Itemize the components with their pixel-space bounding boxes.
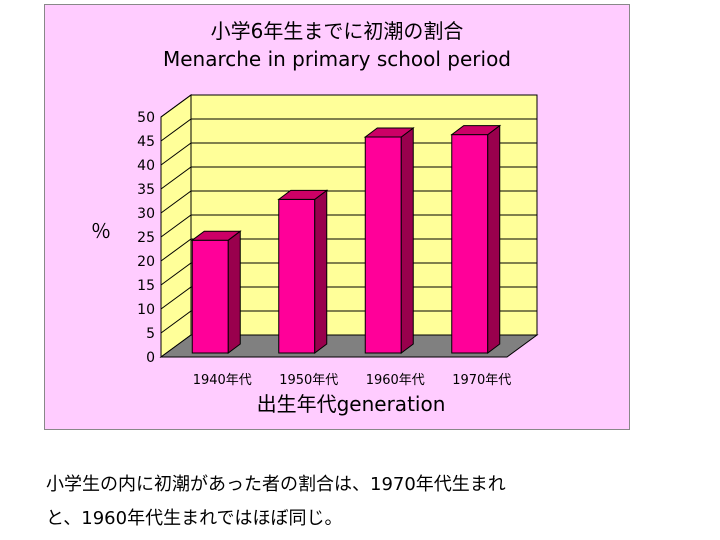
caption-line-1: 小学生の内に初潮があった者の割合は、1970年代生まれ (46, 474, 506, 495)
y-tick-label: 5 (146, 326, 155, 342)
x-axis-label: 出生年代generation (257, 392, 446, 416)
y-axis-label: ％ (91, 219, 111, 243)
bar-front (191, 239, 229, 354)
y-tick-label: 10 (137, 302, 155, 318)
bar-top (190, 230, 242, 241)
bar-front (451, 134, 489, 354)
bar-side (314, 189, 328, 354)
bar-top (363, 127, 415, 138)
x-tick-label: 1940年代 (193, 373, 252, 388)
bar (363, 127, 415, 354)
y-tick-label: 35 (137, 182, 155, 198)
bar-top (277, 189, 329, 200)
gridline (160, 214, 537, 238)
chart-panel: 小学6年生までに初潮の割合 Menarche in primary school… (44, 4, 630, 430)
gridline (160, 286, 537, 310)
bar-top (450, 125, 502, 136)
y-tick-label: 20 (137, 254, 155, 270)
y-tick-label: 40 (137, 158, 155, 174)
gridline (160, 262, 537, 286)
chart-gridlines (160, 94, 537, 334)
x-tick-label: 1950年代 (279, 373, 338, 388)
bar (277, 189, 329, 354)
gridline (160, 142, 537, 166)
y-tick-label: 50 (137, 110, 155, 126)
x-tick-label: 1960年代 (366, 373, 425, 388)
y-tick-label: 45 (137, 134, 155, 150)
bar-front (278, 198, 316, 354)
caption-text: 小学生の内に初潮があった者の割合は、1970年代生まれ と、1960年代生まれで… (46, 468, 666, 536)
x-axis-ticks: 1940年代 1950年代 1960年代 1970年代 (193, 373, 512, 388)
gridline (160, 94, 537, 118)
gridline (160, 238, 537, 262)
bar-front (364, 136, 402, 354)
gridline (160, 166, 537, 190)
y-tick-label: 30 (137, 206, 155, 222)
gridline (160, 118, 537, 142)
gridline (160, 310, 537, 334)
chart-bars (190, 124, 502, 354)
chart-floor (159, 334, 539, 358)
x-tick-label: 1970年代 (452, 373, 511, 388)
bar-side (400, 127, 414, 354)
chart-title: 小学6年生までに初潮の割合 (210, 19, 464, 43)
gridline (160, 190, 537, 214)
bar-side (487, 124, 501, 354)
bar (190, 230, 242, 354)
chart-subtitle: Menarche in primary school period (162, 47, 512, 71)
y-tick-label: 25 (137, 230, 155, 246)
y-tick-label: 15 (137, 278, 155, 294)
chart-floor-face (159, 334, 539, 358)
y-tick-label: 0 (146, 350, 155, 366)
bar-side (227, 230, 241, 354)
caption-line-2: と、1960年代生まれではほぼ同じ。 (46, 508, 343, 529)
y-axis-ticks: 0 5 10 15 20 25 30 35 40 45 50 (137, 110, 155, 366)
bar (450, 124, 502, 354)
